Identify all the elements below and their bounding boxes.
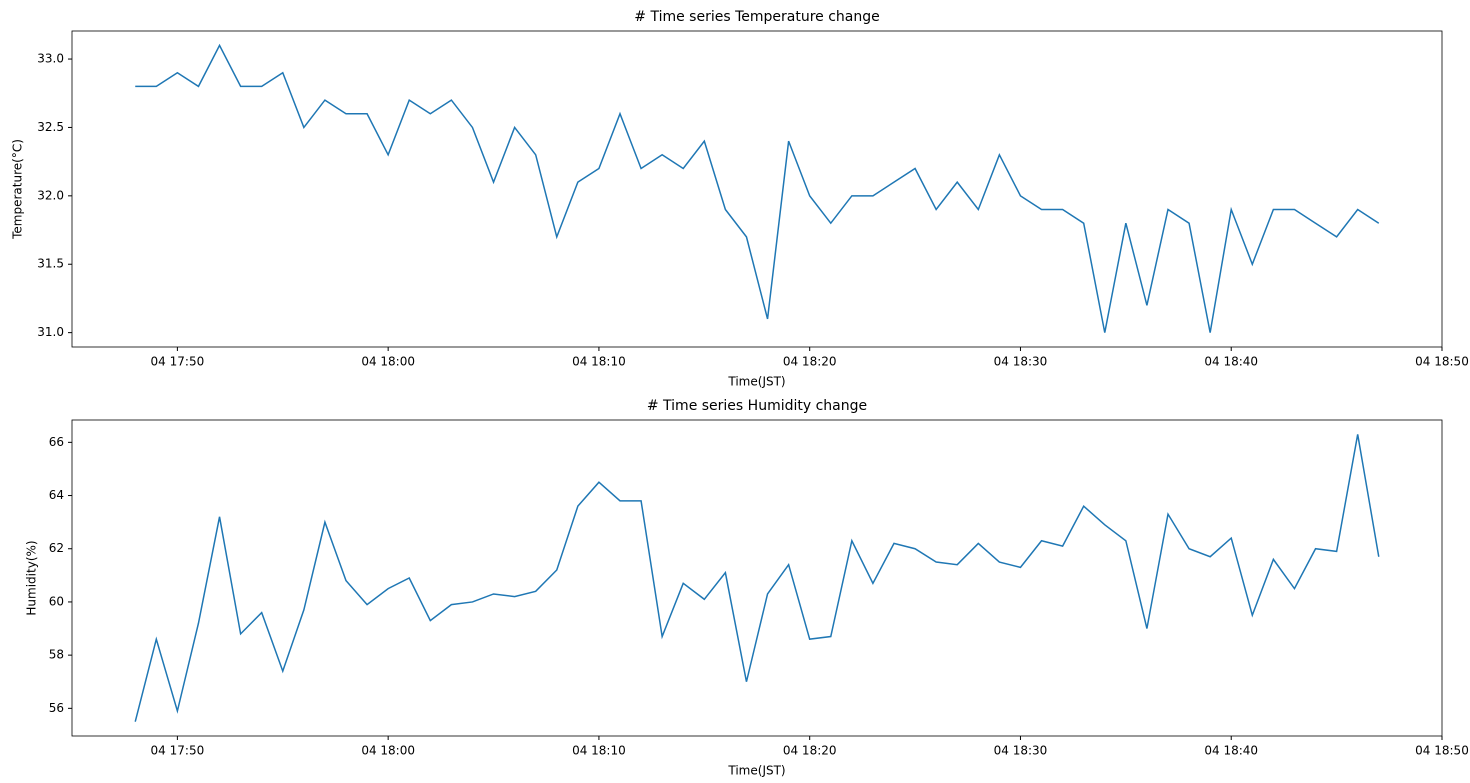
y-tick-label: 32.0 <box>37 188 64 202</box>
x-tick-label: 04 17:50 <box>151 355 205 369</box>
x-tick-label: 04 18:40 <box>1204 744 1258 758</box>
axes-frame <box>71 30 1443 348</box>
y-tick-label: 56 <box>49 701 64 715</box>
x-tick-label: 04 18:00 <box>361 355 415 369</box>
y-tick-label: 66 <box>49 435 64 449</box>
y-tick-label: 33.0 <box>37 52 64 66</box>
chart-title: # Time series Temperature change <box>634 9 879 25</box>
x-tick-label: 04 18:10 <box>572 355 626 369</box>
x-axis-label: Time(JST) <box>727 375 785 389</box>
y-tick-label: 58 <box>49 648 64 662</box>
y-tick-label: 31.0 <box>37 325 64 339</box>
y-tick-label: 62 <box>49 541 64 555</box>
x-tick-label: 04 18:20 <box>783 355 837 369</box>
x-tick-label: 04 18:50 <box>1415 355 1469 369</box>
y-axis-label: Temperature(°C) <box>11 139 25 240</box>
line-series <box>134 434 1380 722</box>
x-tick-label: 04 17:50 <box>151 744 205 758</box>
x-tick-label: 04 18:30 <box>994 744 1048 758</box>
x-tick-label: 04 18:20 <box>783 744 837 758</box>
x-tick-label: 04 18:10 <box>572 744 626 758</box>
x-tick-label: 04 18:30 <box>994 355 1048 369</box>
x-tick-label: 04 18:00 <box>361 744 415 758</box>
chart-title: # Time series Humidity change <box>647 398 867 414</box>
x-tick-label: 04 18:50 <box>1415 744 1469 758</box>
x-tick-label: 04 18:40 <box>1204 355 1258 369</box>
y-tick-label: 32.5 <box>37 120 64 134</box>
x-axis-label: Time(JST) <box>727 764 785 778</box>
y-tick-label: 31.5 <box>37 257 64 271</box>
axes-frame <box>71 419 1443 737</box>
line-series <box>135 43 1380 333</box>
y-axis-label: Humidity(%) <box>25 540 39 615</box>
y-tick-label: 64 <box>49 488 64 502</box>
y-tick-label: 60 <box>49 594 64 608</box>
